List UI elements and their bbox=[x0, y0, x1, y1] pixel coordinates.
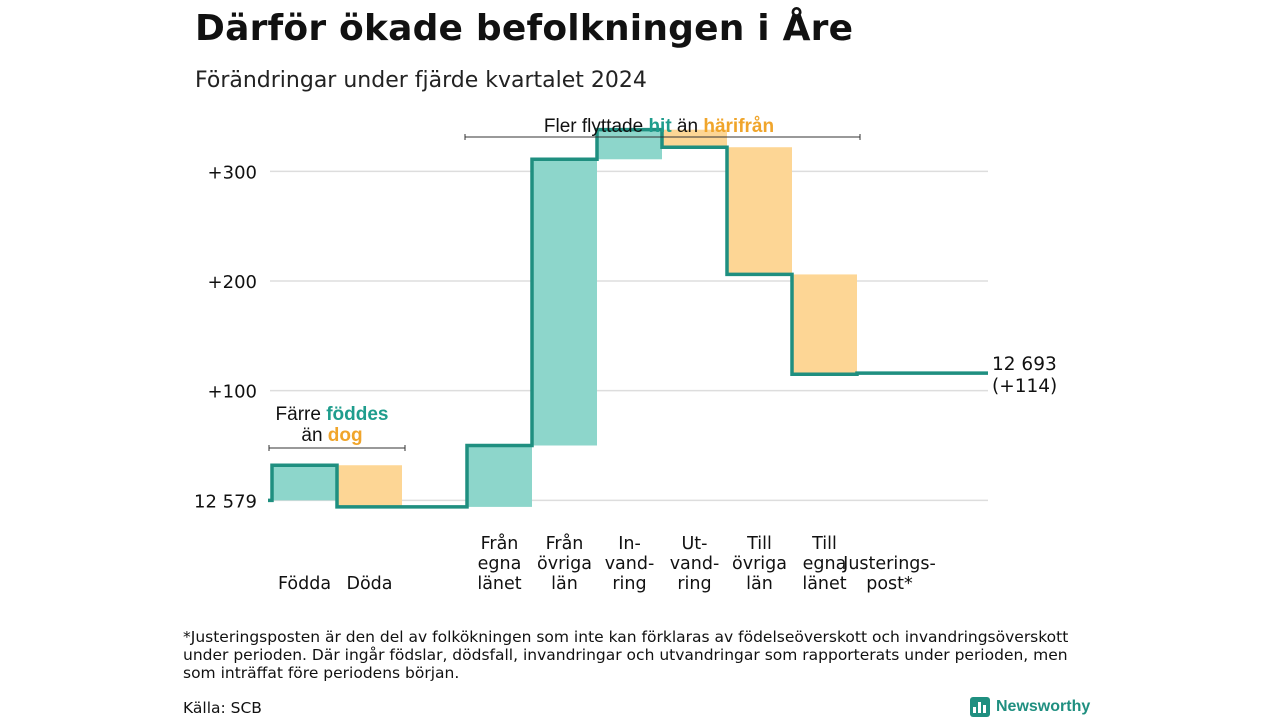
step-line bbox=[268, 127, 988, 509]
category-label: post* bbox=[866, 574, 913, 594]
category-label: vand- bbox=[605, 554, 655, 574]
y-tick-label: +300 bbox=[208, 162, 257, 183]
category-label: egna bbox=[803, 554, 847, 574]
annotation-segment: än bbox=[301, 425, 327, 446]
category-label: Till bbox=[746, 534, 772, 554]
category-label: Justerings- bbox=[842, 554, 936, 574]
annotation-segment: föddes bbox=[326, 404, 388, 425]
bar-increase bbox=[597, 129, 662, 160]
bar-increase bbox=[532, 159, 597, 446]
chart-title: Därför ökade befolkningen i Åre bbox=[195, 8, 854, 49]
step-line-layer bbox=[268, 127, 988, 509]
source-label: Källa: SCB bbox=[183, 699, 262, 717]
annotation-segment: Färre bbox=[276, 404, 327, 425]
category-label: ring bbox=[612, 574, 646, 594]
bar-decrease bbox=[337, 465, 402, 507]
annotation-segment: härifrån bbox=[703, 116, 774, 137]
y-tick-label: +100 bbox=[208, 382, 257, 403]
annotation-bracket bbox=[464, 134, 861, 140]
annotation-text: Fler flyttade hit än härifrån bbox=[544, 116, 774, 137]
category-label: Från bbox=[481, 533, 519, 554]
gridlines bbox=[270, 170, 988, 502]
annotation-segment: dog bbox=[328, 425, 363, 446]
bar-decrease bbox=[727, 147, 792, 275]
brand-logo: Newsworthy bbox=[970, 697, 1090, 717]
category-label: övriga bbox=[537, 554, 592, 574]
category-label: Till bbox=[811, 534, 837, 554]
footnote: *Justeringsposten är den del av folkökni… bbox=[183, 628, 1069, 682]
category-label: länet bbox=[477, 574, 521, 594]
annotation-segment: än bbox=[672, 116, 704, 137]
annotation-bracket bbox=[268, 445, 406, 451]
annotation-segment: hit bbox=[648, 116, 672, 137]
bar-increase bbox=[272, 465, 337, 501]
category-label: Döda bbox=[346, 574, 392, 594]
y-tick-label: 12 579 bbox=[194, 491, 257, 512]
chart-subtitle: Förändringar under fjärde kvartalet 2024 bbox=[195, 68, 647, 93]
bar-decrease bbox=[662, 129, 727, 148]
category-label: egna bbox=[478, 554, 522, 574]
y-tick-label: +200 bbox=[208, 272, 257, 293]
category-label: Födda bbox=[278, 574, 331, 594]
category-label: länet bbox=[802, 574, 846, 594]
category-label: In- bbox=[618, 534, 641, 554]
annotations: Fler flyttade hit än härifrån Färre födde… bbox=[268, 116, 861, 451]
annotation-text: än dog bbox=[301, 425, 362, 446]
category-label: Från bbox=[546, 533, 584, 554]
category-label: övriga bbox=[732, 554, 787, 574]
bar-chart-icon bbox=[970, 697, 990, 717]
category-label: ring bbox=[677, 574, 711, 594]
bar-increase bbox=[467, 445, 532, 507]
bars bbox=[272, 129, 857, 507]
category-label: Ut- bbox=[682, 534, 708, 554]
end-value-label: (+114) bbox=[992, 376, 1057, 397]
annotation-segment: Fler flyttade bbox=[544, 116, 649, 137]
brand-name: Newsworthy bbox=[996, 698, 1091, 715]
category-label: län bbox=[551, 574, 578, 594]
category-label: vand- bbox=[670, 554, 720, 574]
end-value-label: 12 693 bbox=[992, 354, 1057, 375]
bar-decrease bbox=[792, 274, 857, 375]
category-label: län bbox=[746, 574, 773, 594]
annotation-text: Färre föddes bbox=[276, 404, 389, 425]
